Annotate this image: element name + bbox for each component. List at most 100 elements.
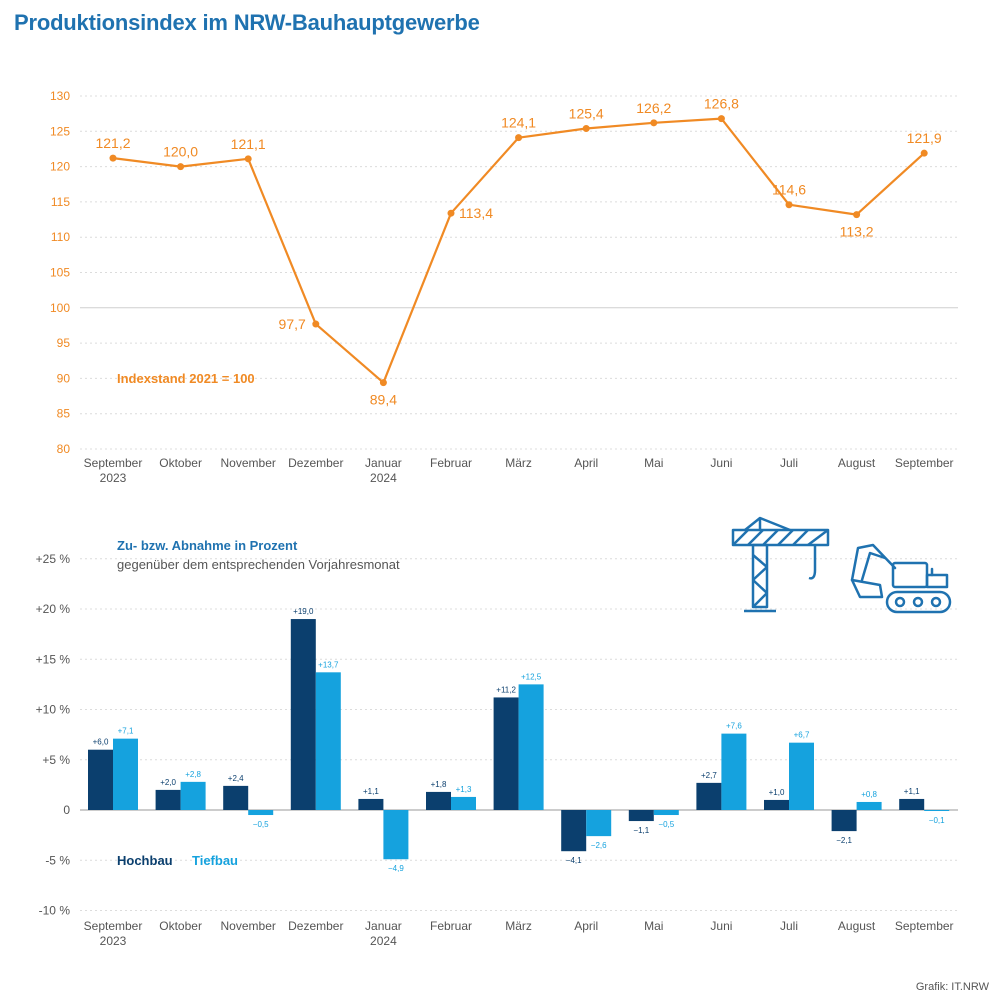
bar-tiefbau [653,810,679,816]
x-tick-sublabel: 2024 [370,471,397,485]
x-tick-label: September [895,456,954,470]
bar-hochbau [899,798,925,810]
bar-value-label: +1,8 [431,780,447,789]
data-point [717,115,725,123]
y-tick-label: 95 [57,336,71,350]
bar-hochbau [88,749,113,810]
bar-hochbau [493,697,519,810]
bar-hochbau [561,810,587,852]
data-label: 125,4 [569,105,604,121]
bar-chart: +25 % +20 % +15 % +10 % +5 % 0 -5 % -10 % Septem… [36,538,958,948]
data-point [853,211,861,219]
data-point [312,320,320,328]
bar-tiefbau [113,738,138,810]
x-tick-label: September [895,919,954,933]
x-tick-label: Oktober [159,919,202,933]
bar-value-label: +7,6 [726,722,742,731]
data-point [582,124,590,132]
x-tick-label: Oktober [159,456,202,470]
data-point [785,201,793,209]
y-tick-label: 0 [63,803,70,817]
bar-hochbau [764,799,789,810]
data-label: 124,1 [501,115,536,131]
bar-tiefbau [721,733,747,810]
bar-subheading: gegenüber dem entsprechenden Vorjahresmo… [117,557,400,572]
bar-tiefbau [789,742,814,810]
x-tick-label: September [84,919,143,933]
bar-value-label: +12,5 [521,672,542,681]
x-tick-label: April [574,919,598,933]
y-tick-label: 100 [50,301,70,315]
credit-text: Grafik: IT.NRW [915,981,989,993]
data-label: 89,4 [370,392,397,408]
bar-tiefbau [383,810,409,860]
y-tick-label: 110 [51,230,70,244]
x-tick-sublabel: 2023 [100,471,127,485]
data-point [515,134,523,142]
x-tick-label: September [84,456,143,470]
bar-value-label: −0,1 [929,816,945,825]
x-tick-label: November [221,456,276,470]
x-tick-label: April [574,456,598,470]
page-title: Produktionsindex im NRW-Bauhauptgewerbe [14,10,480,35]
x-tick-label: Februar [430,456,472,470]
bar-hochbau [426,791,451,810]
x-tick-sublabel: 2023 [100,934,127,948]
data-label: 113,4 [459,205,493,221]
y-tick-label: 115 [51,195,70,209]
bar-value-label: +2,4 [228,774,244,783]
x-tick-label: März [505,919,532,933]
bar-value-label: −2,6 [591,841,607,850]
bar-value-label: −0,5 [253,820,269,829]
data-point [920,149,928,157]
bar-value-label: +6,0 [93,738,109,747]
data-label: 121,1 [231,136,266,152]
bar-hochbau [831,810,857,832]
data-point [177,163,185,171]
x-tick-label: Dezember [288,919,343,933]
y-tick-label: 80 [57,442,71,456]
x-tick-label: November [221,919,276,933]
data-label: 121,9 [907,130,942,146]
bar-heading: Zu- bzw. Abnahme in Prozent [117,538,298,553]
data-label: 121,2 [95,135,130,151]
data-label: 126,8 [704,96,739,112]
y-tick-label: +20 % [36,602,71,616]
x-tick-label: Juni [710,456,732,470]
line-chart: 13012512011511010510095908580September20… [50,89,958,485]
data-point [379,379,387,387]
bar-value-label: +2,0 [160,778,176,787]
x-tick-label: Juni [710,919,732,933]
legend-hochbau: Hochbau [117,853,173,868]
bar-value-label: −0,5 [658,820,674,829]
bar-tiefbau [924,810,950,812]
y-tick-label: -10 % [39,904,71,918]
series-line [112,117,925,384]
bar-value-label: −4,9 [388,864,404,873]
bar-value-label: +2,7 [701,771,717,780]
bar-value-label: −2,1 [836,836,852,845]
data-point [650,119,658,127]
bar-value-label: +6,7 [794,731,810,740]
data-point [109,154,117,162]
bar-value-label: +1,0 [769,788,785,797]
y-tick-label: 125 [50,124,70,138]
bar-tiefbau [180,781,206,810]
data-label: 126,2 [636,100,671,116]
bar-hochbau [358,798,384,810]
x-tick-sublabel: 2024 [370,934,397,948]
bar-hochbau [696,782,722,810]
bar-value-label: +0,8 [861,790,877,799]
y-tick-label: 120 [50,160,70,174]
crane-icon [731,516,830,613]
bar-hochbau [290,619,316,810]
data-point [244,155,252,163]
bar-value-label: +2,8 [185,770,201,779]
data-point [447,209,455,217]
y-tick-label: +25 % [36,552,71,566]
x-tick-label: März [505,456,532,470]
bar-value-label: −4,1 [566,856,582,865]
x-tick-label: August [838,919,876,933]
data-label: 114,6 [772,182,806,198]
